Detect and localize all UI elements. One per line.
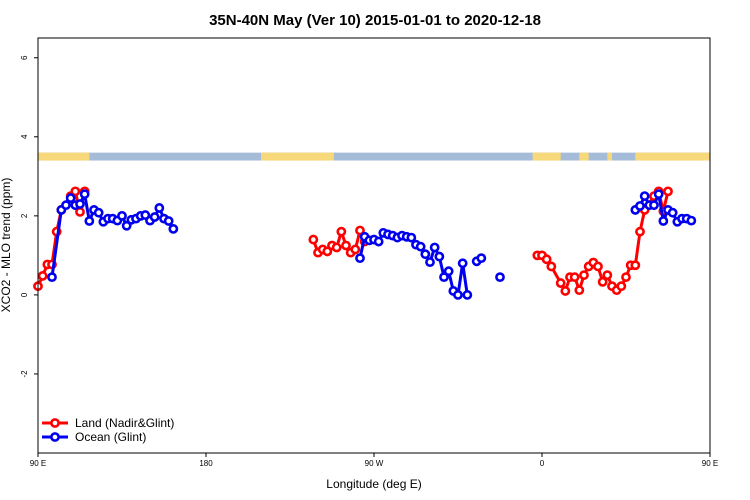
data-point [429, 242, 440, 253]
legend-item: Ocean (Glint) [42, 430, 146, 444]
legend-item: Land (Nadir&Glint) [42, 416, 174, 430]
data-point [621, 272, 631, 283]
map-land-segment [261, 152, 334, 161]
x-axis-label: Longitude (deg E) [326, 477, 421, 491]
data-point [602, 270, 613, 281]
data-point [61, 200, 71, 211]
data-point [75, 199, 85, 209]
data-point [658, 216, 669, 226]
data-point [37, 271, 48, 281]
x-tick-label: 0 [540, 459, 545, 468]
data-point [560, 286, 571, 296]
data-point [453, 290, 463, 300]
data-point [350, 244, 361, 255]
x-tick-label: 90 E [30, 459, 46, 468]
data-point [154, 203, 165, 213]
data-point [476, 253, 487, 264]
data-point [47, 272, 57, 283]
y-tick-label: 0 [20, 292, 29, 297]
y-axis: -2 0 2 4 6 [20, 55, 38, 378]
legend-label: Land (Nadir&Glint) [75, 416, 174, 430]
plot-frame [37, 37, 711, 454]
data-point [70, 186, 81, 197]
legend-swatch-marker [50, 432, 60, 442]
map-land-segment [607, 152, 612, 161]
map-land-segment [532, 152, 561, 161]
data-point [574, 285, 585, 296]
series-group [47, 189, 697, 300]
data-point [331, 242, 342, 253]
data-point [308, 234, 319, 245]
data-point [555, 278, 566, 288]
legend-label: Ocean (Glint) [75, 430, 146, 444]
data-point [443, 266, 454, 277]
data-point [593, 261, 603, 272]
data-point [163, 216, 174, 226]
data-point [546, 261, 557, 272]
y-tick-label: 2 [20, 213, 29, 218]
data-point [579, 270, 589, 281]
data-point [457, 258, 468, 269]
data-point [65, 193, 76, 203]
data-point [462, 290, 473, 300]
data-point [79, 189, 90, 200]
data-point [322, 246, 333, 257]
data-point [406, 232, 417, 243]
x-tick-label: 90 W [365, 459, 384, 468]
data-point [117, 210, 127, 221]
data-point [434, 251, 445, 262]
data-point [415, 241, 426, 252]
chart-title: 35N-40N May (Ver 10) 2015-01-01 to 2020-… [209, 12, 541, 29]
data-point [341, 240, 351, 251]
data-point [616, 281, 627, 292]
data-point [667, 207, 678, 218]
series-group [33, 186, 673, 296]
legend-swatch-marker [50, 418, 60, 428]
data-point [373, 236, 384, 247]
map-ocean-band [38, 152, 710, 161]
data-point [168, 223, 179, 234]
x-axis: 90 E 180 90 W 0 90 E [30, 453, 718, 468]
data-point [93, 207, 104, 218]
map-strip [38, 152, 710, 161]
data-point [425, 257, 435, 267]
data-point [420, 249, 431, 260]
data-point [653, 189, 664, 200]
data-point [635, 226, 645, 237]
data-point [639, 191, 650, 201]
map-land-segment [579, 152, 589, 161]
y-tick-label: 6 [20, 55, 29, 60]
data-point [355, 253, 365, 264]
data-point [635, 201, 645, 211]
data-point [649, 200, 659, 211]
data-point [630, 260, 641, 271]
data-point [597, 276, 608, 287]
data-point [355, 225, 365, 236]
map-land-segment [635, 152, 710, 161]
data-point [439, 272, 449, 283]
series-layer [33, 186, 697, 300]
data-point [84, 216, 95, 226]
x-tick-label: 180 [199, 459, 213, 468]
y-tick-label: 4 [20, 134, 29, 139]
data-point [336, 226, 347, 237]
data-point [149, 212, 160, 222]
data-point [495, 272, 505, 283]
x-tick-label: 90 E [702, 459, 718, 468]
data-point [569, 272, 580, 283]
data-point [686, 215, 697, 226]
data-point [663, 186, 673, 197]
y-tick-label: -2 [20, 370, 29, 378]
data-point [121, 220, 132, 231]
map-land-segment [38, 152, 90, 161]
legend: Land (Nadir&Glint)Ocean (Glint) [42, 416, 174, 444]
y-axis-label: XCO2 - MLO trend (ppm) [0, 178, 13, 313]
data-point [541, 254, 552, 265]
